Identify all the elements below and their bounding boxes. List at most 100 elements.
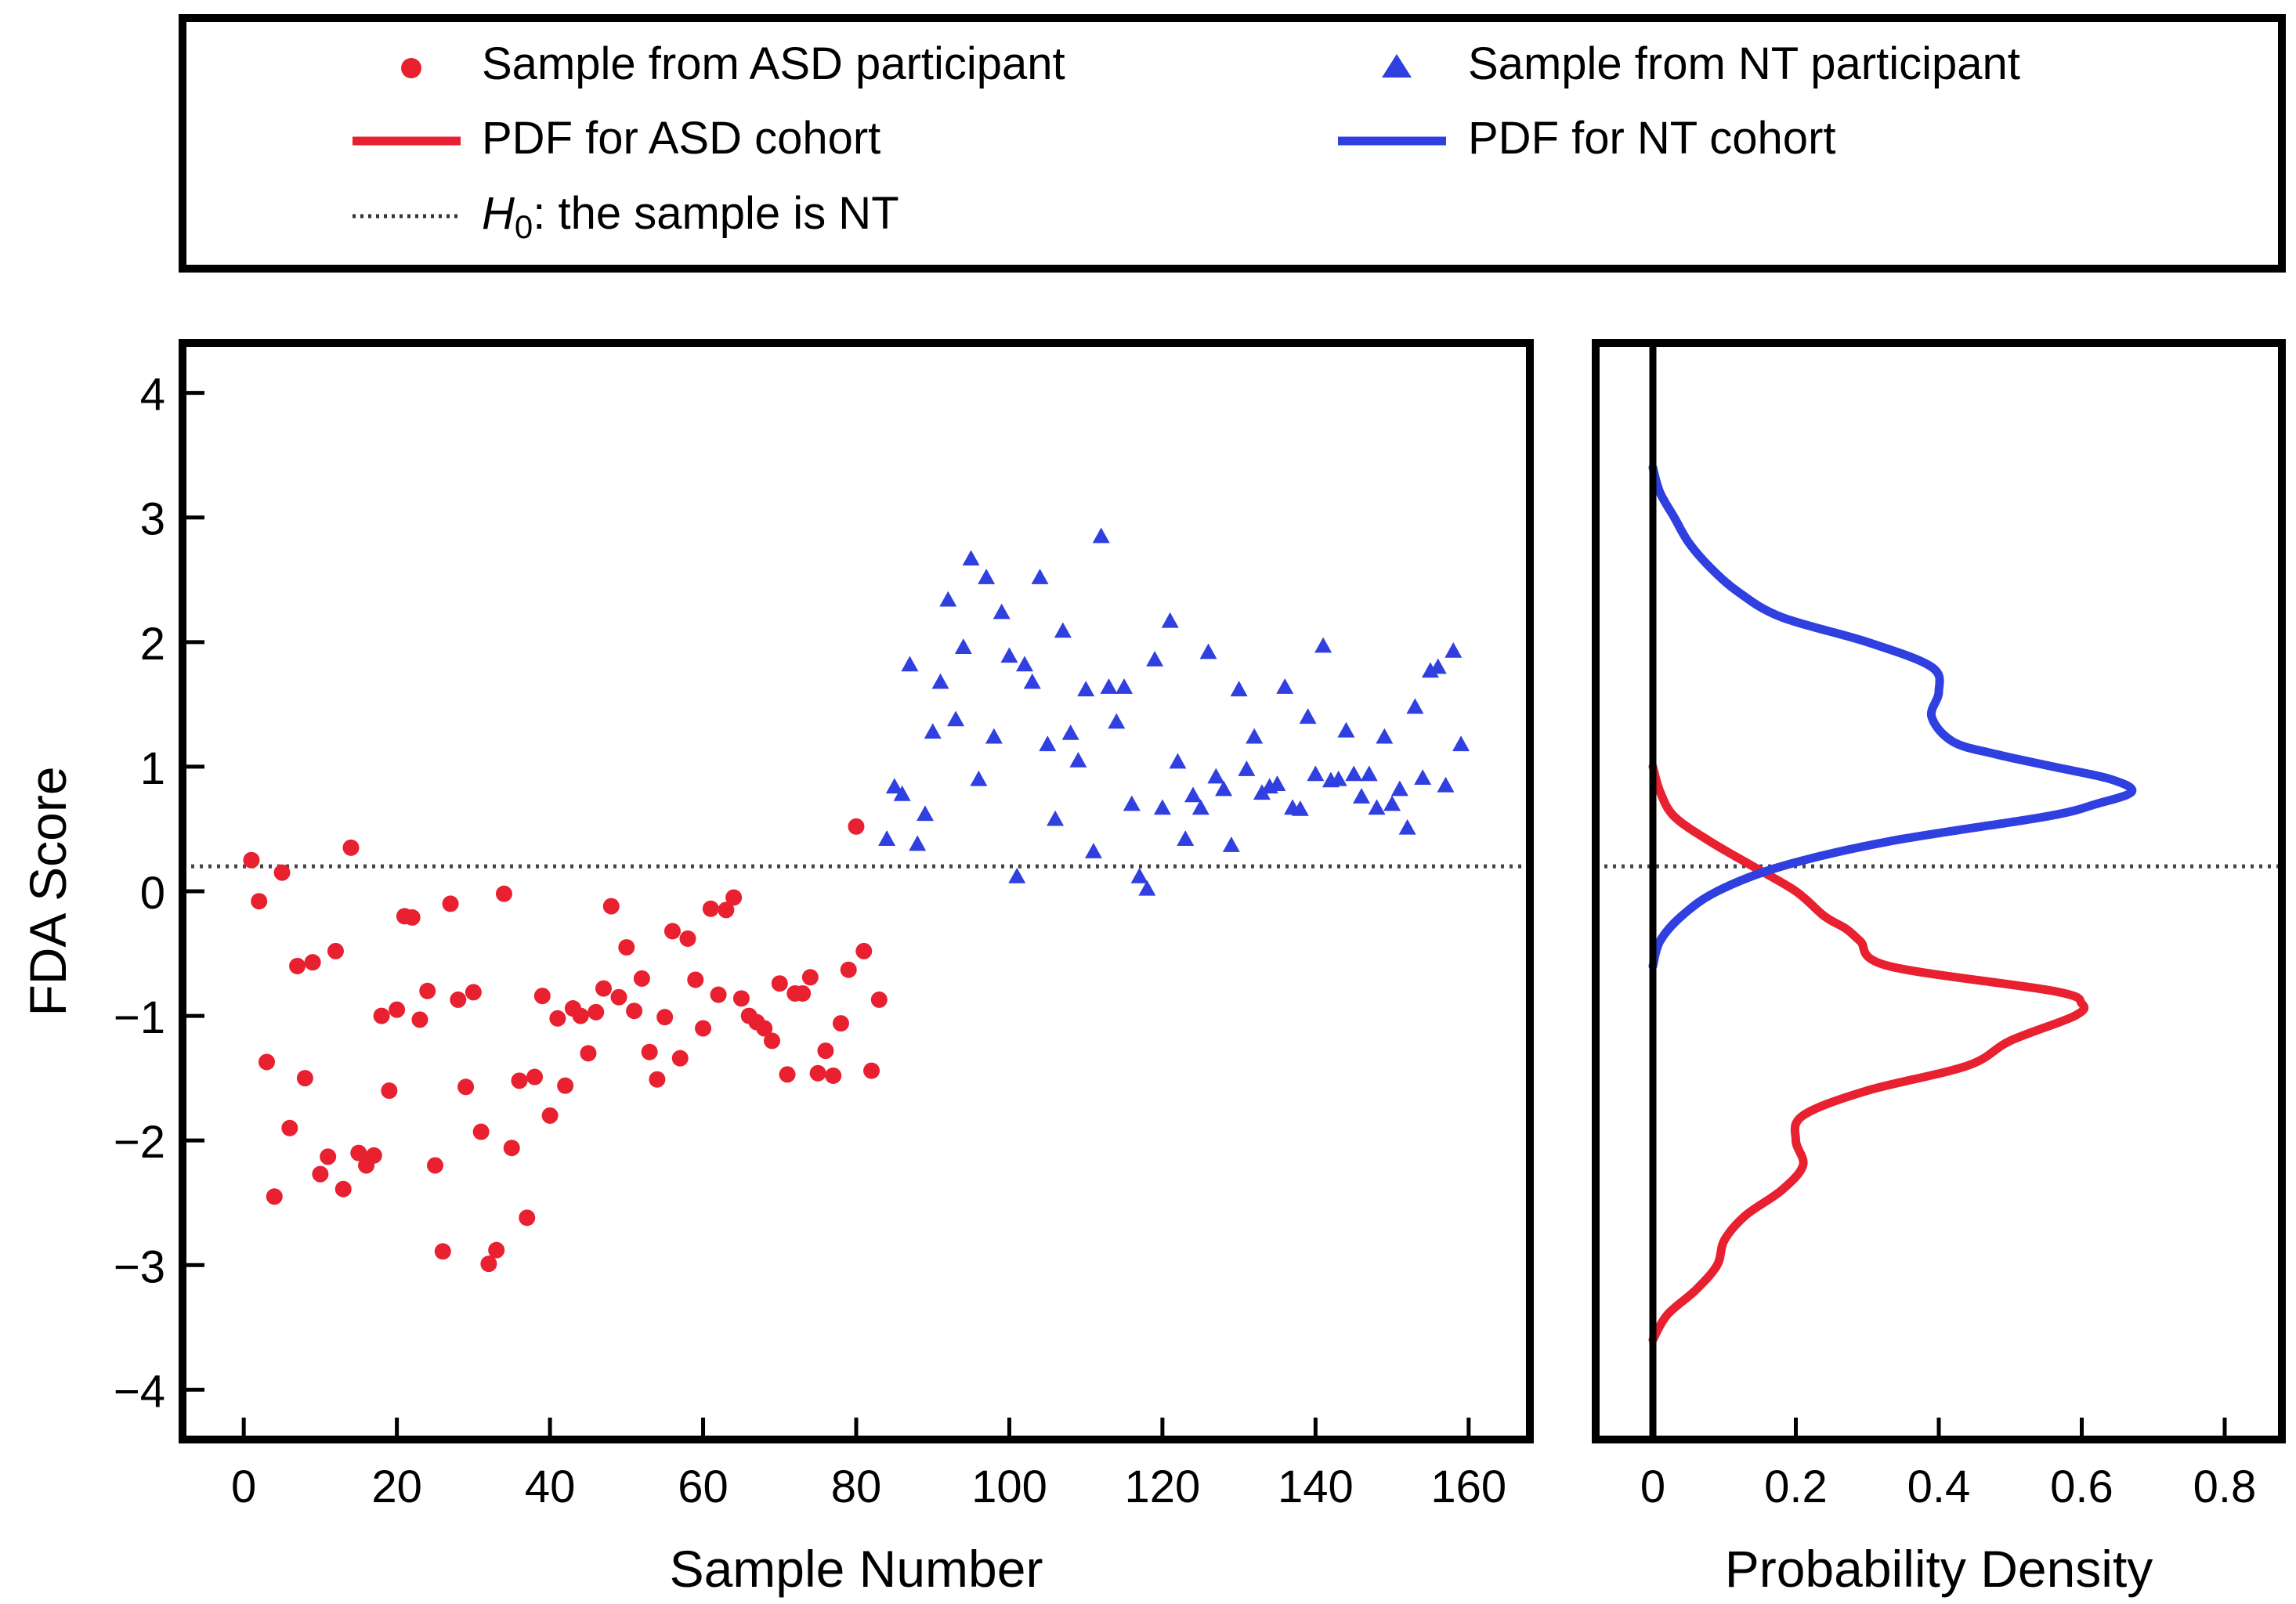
nt-sample-point xyxy=(1000,647,1018,663)
nt-sample-point xyxy=(1314,637,1332,653)
asd-sample-point xyxy=(809,1064,826,1082)
nt-sample-point xyxy=(1406,698,1424,714)
asd-sample-point xyxy=(519,1209,536,1226)
asd-sample-point xyxy=(296,1070,313,1087)
asd-sample-point xyxy=(472,1123,490,1140)
asd-sample-point xyxy=(381,1082,398,1100)
nt-sample-point xyxy=(1199,643,1217,659)
legend-frame xyxy=(179,14,2286,273)
scatter-x-tick-label: 100 xyxy=(971,1461,1047,1512)
legend-nt-sample-marker xyxy=(1382,54,1412,78)
asd-sample-point xyxy=(649,1071,666,1088)
asd-sample-point xyxy=(389,1001,406,1018)
nt-sample-point xyxy=(1084,843,1102,858)
asd-sample-point xyxy=(419,982,436,999)
nt-sample-point xyxy=(1130,867,1148,883)
density-x-tick-label: 0.2 xyxy=(1764,1461,1828,1512)
asd-sample-point xyxy=(663,923,681,940)
scatter-frame xyxy=(179,339,1534,1443)
asd-sample-point xyxy=(840,961,857,978)
legend-asd-sample-marker xyxy=(401,58,421,78)
asd-sample-point xyxy=(334,1180,352,1198)
nt-sample-point xyxy=(885,778,903,794)
nt-sample-point xyxy=(931,673,949,689)
scatter-y-tick-label: 2 xyxy=(140,619,165,670)
density-asd-curve xyxy=(1648,762,2089,1345)
asd-sample-point xyxy=(549,1010,566,1027)
nt-sample-point xyxy=(1123,795,1141,811)
asd-sample-point xyxy=(610,988,627,1006)
nt-sample-point xyxy=(1177,830,1195,846)
asd-sample-point xyxy=(764,1032,780,1049)
asd-sample-point xyxy=(281,1119,298,1136)
nt-sample-point xyxy=(1047,810,1065,826)
nt-sample-point xyxy=(1345,765,1363,782)
h0-symbol: H xyxy=(482,188,515,239)
scatter-points xyxy=(243,527,1470,1273)
asd-sample-point xyxy=(572,1007,589,1024)
scatter-y-tick-label: −1 xyxy=(114,992,165,1043)
nt-sample-point xyxy=(893,785,911,801)
nt-sample-point xyxy=(1138,880,1156,896)
asd-sample-point xyxy=(732,990,750,1007)
nt-sample-point xyxy=(954,638,972,654)
scatter-x-tick-label: 0 xyxy=(231,1461,256,1512)
nt-sample-point xyxy=(1008,867,1026,883)
asd-sample-point xyxy=(870,991,888,1008)
asd-sample-point xyxy=(427,1157,443,1174)
asd-sample-point xyxy=(679,930,696,947)
nt-sample-point xyxy=(1146,651,1164,667)
scatter-y-tick-label: 4 xyxy=(140,370,165,421)
nt-sample-point xyxy=(1061,724,1079,740)
scatter-y-tick-label: −2 xyxy=(114,1117,165,1168)
asd-sample-point xyxy=(526,1068,544,1086)
asd-sample-point xyxy=(832,1015,849,1032)
asd-sample-point xyxy=(771,975,788,992)
nt-sample-point xyxy=(1222,836,1240,852)
legend: Sample from ASD participant Sample from … xyxy=(179,14,2286,273)
nt-sample-point xyxy=(1191,799,1209,815)
nt-sample-point xyxy=(962,550,980,566)
asd-sample-point xyxy=(251,893,268,910)
asd-sample-point xyxy=(695,1020,712,1037)
nt-sample-point xyxy=(901,656,919,672)
h0-text: : the sample is NT xyxy=(533,188,899,239)
asd-sample-point xyxy=(855,942,873,959)
asd-sample-point xyxy=(618,939,635,956)
scatter-y-tick-label: 3 xyxy=(140,494,165,545)
nt-sample-point xyxy=(1383,795,1401,811)
asd-sample-point xyxy=(289,957,306,974)
nt-sample-point xyxy=(1360,765,1378,782)
asd-sample-point xyxy=(817,1042,834,1060)
nt-sample-point xyxy=(947,710,965,727)
nt-sample-point xyxy=(1337,721,1355,738)
nt-sample-point xyxy=(1184,786,1202,803)
nt-sample-point xyxy=(878,830,896,846)
nt-sample-point xyxy=(1207,768,1225,784)
asd-sample-point xyxy=(557,1077,574,1094)
legend-nt-sample-label: Sample from NT participant xyxy=(1468,38,2020,89)
nt-sample-point xyxy=(909,835,927,851)
asd-sample-point xyxy=(595,980,612,997)
asd-sample-point xyxy=(801,969,819,986)
legend-nt-pdf-label: PDF for NT cohort xyxy=(1468,113,1836,164)
asd-sample-point xyxy=(480,1255,497,1273)
nt-sample-point xyxy=(916,805,934,822)
scatter-x-tick-label: 120 xyxy=(1125,1461,1201,1512)
asd-sample-point xyxy=(365,1147,382,1164)
asd-sample-point xyxy=(320,1148,337,1165)
asd-sample-point xyxy=(533,988,551,1005)
asd-sample-point xyxy=(848,818,865,835)
asd-sample-point xyxy=(602,898,620,915)
nt-sample-point xyxy=(1452,735,1470,752)
asd-sample-point xyxy=(342,839,360,856)
asd-sample-point xyxy=(434,1243,451,1260)
asd-sample-point xyxy=(457,1078,475,1096)
nt-sample-point xyxy=(1398,818,1416,835)
asd-sample-point xyxy=(825,1067,842,1084)
nt-sample-point xyxy=(1276,678,1294,694)
nt-sample-point xyxy=(1414,769,1432,786)
nt-sample-point xyxy=(1329,770,1347,786)
nt-sample-point xyxy=(1077,681,1095,697)
asd-sample-point xyxy=(495,885,512,902)
